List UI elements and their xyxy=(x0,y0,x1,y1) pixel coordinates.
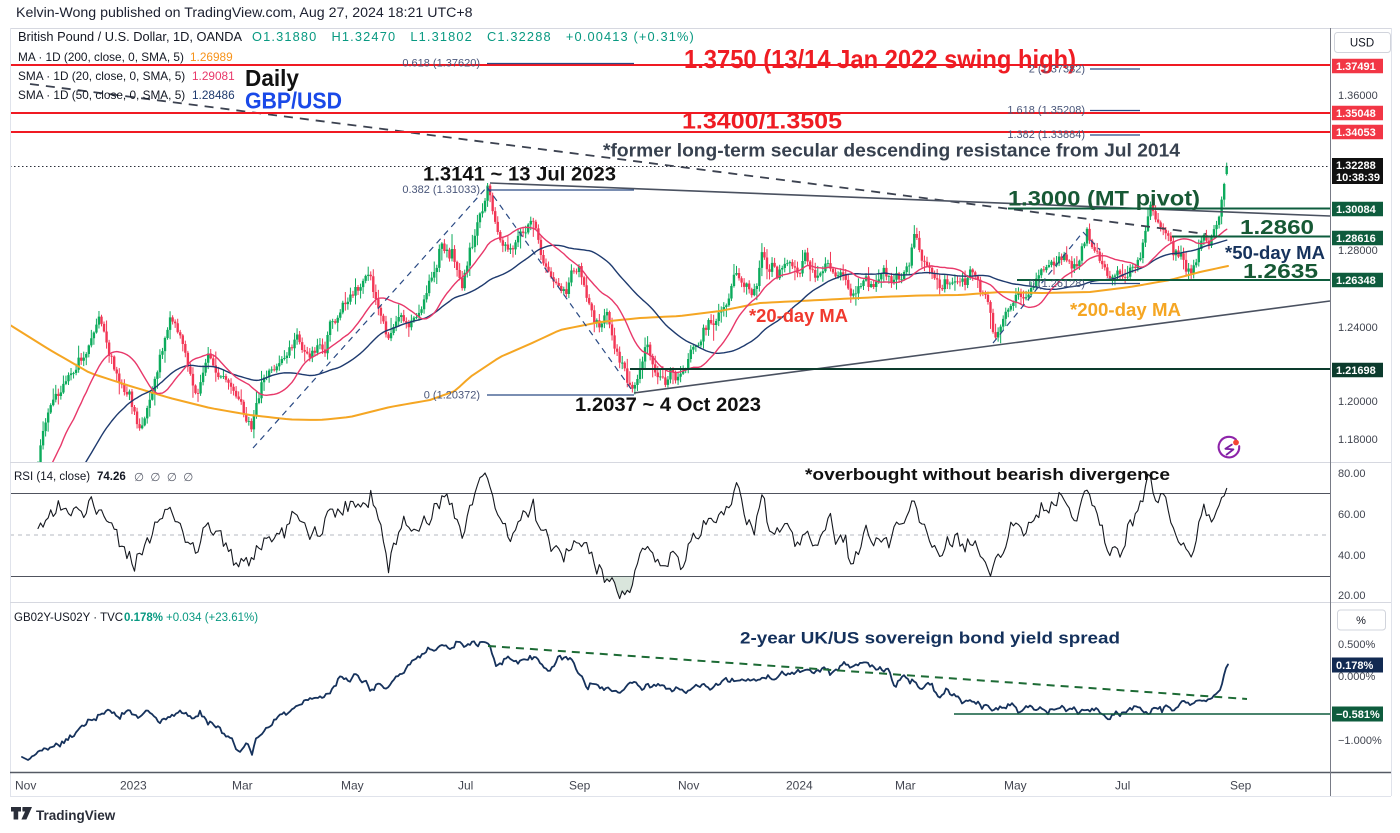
svg-text:SMA · 1D (20, close, 0, SMA, 5: SMA · 1D (20, close, 0, SMA, 5) xyxy=(18,69,185,83)
svg-text:1.21698: 1.21698 xyxy=(1336,365,1376,377)
svg-text:RSI (14, close): RSI (14, close) xyxy=(14,471,90,483)
svg-text:*50-day MA: *50-day MA xyxy=(1225,242,1325,263)
svg-text:1.30084: 1.30084 xyxy=(1336,204,1377,216)
svg-text:0.382 (1.31033): 0.382 (1.31033) xyxy=(402,184,480,196)
svg-text:May: May xyxy=(1004,779,1027,793)
svg-text:74.26: 74.26 xyxy=(97,471,126,483)
svg-text:Sep: Sep xyxy=(569,779,591,793)
svg-text:10:38:39: 10:38:39 xyxy=(1336,172,1380,184)
svg-text:1.28616: 1.28616 xyxy=(1336,233,1376,245)
svg-text:1.29081: 1.29081 xyxy=(192,69,235,83)
svg-text:May: May xyxy=(341,779,364,793)
svg-text:GB02Y-US02Y · TVC: GB02Y-US02Y · TVC xyxy=(14,612,123,624)
svg-text:1.2635: 1.2635 xyxy=(1243,261,1318,283)
svg-text:0.500%: 0.500% xyxy=(1338,639,1376,651)
svg-text:*overbought without bearish di: *overbought without bearish divergence xyxy=(805,465,1170,484)
svg-text:−1.000%: −1.000% xyxy=(1338,735,1382,747)
svg-text:20.00: 20.00 xyxy=(1338,590,1366,602)
svg-text:1.18000: 1.18000 xyxy=(1338,434,1378,446)
svg-text:1.24000: 1.24000 xyxy=(1338,322,1378,334)
svg-text:1.2860: 1.2860 xyxy=(1240,217,1314,239)
svg-text:1.26348: 1.26348 xyxy=(1336,275,1376,287)
svg-text:1.3750 (13/14 Jan 2022 swing h: 1.3750 (13/14 Jan 2022 swing high) xyxy=(684,44,1076,74)
svg-text:Mar: Mar xyxy=(232,779,253,793)
svg-text:1.20000: 1.20000 xyxy=(1338,396,1378,408)
svg-text:Mar: Mar xyxy=(895,779,916,793)
svg-text:∅ ∅ ∅ ∅: ∅ ∅ ∅ ∅ xyxy=(134,472,193,484)
svg-text:1.26989: 1.26989 xyxy=(190,50,233,64)
svg-text:0.000%: 0.000% xyxy=(1338,671,1376,683)
svg-text:2 (1.37382): 2 (1.37382) xyxy=(1029,64,1085,76)
svg-text:Nov: Nov xyxy=(678,779,699,793)
svg-text:1.34053: 1.34053 xyxy=(1336,127,1376,139)
svg-text:1.36000: 1.36000 xyxy=(1338,90,1378,102)
svg-text:Sep: Sep xyxy=(1230,779,1252,793)
svg-text:*former long-term secular desc: *former long-term secular descending res… xyxy=(603,141,1180,161)
svg-text:1.3141 ~ 13 Jul 2023: 1.3141 ~ 13 Jul 2023 xyxy=(423,164,616,186)
svg-text:1.28486: 1.28486 xyxy=(192,88,235,102)
svg-text:SMA · 1D (50, close, 0, SMA, 5: SMA · 1D (50, close, 0, SMA, 5) xyxy=(18,88,185,102)
svg-text:British Pound / U.S. Dollar, 1: British Pound / U.S. Dollar, 1D, OANDA xyxy=(18,29,242,44)
svg-text:*200-day MA: *200-day MA xyxy=(1070,299,1181,320)
svg-text:MA · 1D (200, close, 0, SMA, 5: MA · 1D (200, close, 0, SMA, 5) xyxy=(18,50,184,64)
svg-text:1.28000: 1.28000 xyxy=(1338,245,1378,257)
svg-text:GBP/USD: GBP/USD xyxy=(245,88,342,114)
svg-text:Kelvin-Wong published on Tradi: Kelvin-Wong published on TradingView.com… xyxy=(16,5,473,21)
svg-text:0.618 (1.37620): 0.618 (1.37620) xyxy=(402,58,480,70)
svg-text:1.3000 (MT pivot): 1.3000 (MT pivot) xyxy=(1008,188,1200,211)
svg-text:Jul: Jul xyxy=(1115,779,1130,793)
svg-text:1.35048: 1.35048 xyxy=(1336,108,1376,120)
svg-text:0 (1.26128): 0 (1.26128) xyxy=(1029,278,1085,290)
svg-text:1.382 (1.33884): 1.382 (1.33884) xyxy=(1007,129,1085,141)
svg-text:O1.31880 H1.32470 L1.31802: O1.31880 H1.32470 L1.31802 C1.32288 +0.0… xyxy=(252,29,695,44)
svg-text:80.00: 80.00 xyxy=(1338,468,1366,480)
svg-text:Jul: Jul xyxy=(458,779,473,793)
svg-text:40.00: 40.00 xyxy=(1338,550,1366,562)
svg-text:−0.581%: −0.581% xyxy=(1336,709,1380,721)
svg-text:Daily: Daily xyxy=(245,65,299,91)
svg-text:1.618 (1.35208): 1.618 (1.35208) xyxy=(1007,105,1085,117)
svg-text:1.32288: 1.32288 xyxy=(1336,160,1376,172)
svg-text:1.37491: 1.37491 xyxy=(1336,61,1376,73)
svg-text:USD: USD xyxy=(1350,38,1374,50)
svg-text:60.00: 60.00 xyxy=(1338,509,1366,521)
svg-text:0.178%: 0.178% xyxy=(1336,660,1374,672)
svg-text:1.2037 ~ 4 Oct 2023: 1.2037 ~ 4 Oct 2023 xyxy=(575,394,761,416)
svg-text:%: % xyxy=(1356,615,1366,627)
svg-text:2023: 2023 xyxy=(120,779,147,793)
svg-text:0.178%: 0.178% xyxy=(124,612,163,624)
svg-text:2-year UK/US sovereign bond yi: 2-year UK/US sovereign bond yield spread xyxy=(740,629,1120,648)
svg-text:1.3400/1.3505: 1.3400/1.3505 xyxy=(682,109,842,134)
svg-text:*20-day MA: *20-day MA xyxy=(749,305,848,326)
svg-text:TradingView: TradingView xyxy=(36,808,116,823)
svg-text:2024: 2024 xyxy=(786,779,813,793)
svg-text:Nov: Nov xyxy=(15,779,36,793)
svg-text:0 (1.20372): 0 (1.20372) xyxy=(424,390,480,402)
svg-text:+0.034 (+23.61%): +0.034 (+23.61%) xyxy=(166,612,258,624)
